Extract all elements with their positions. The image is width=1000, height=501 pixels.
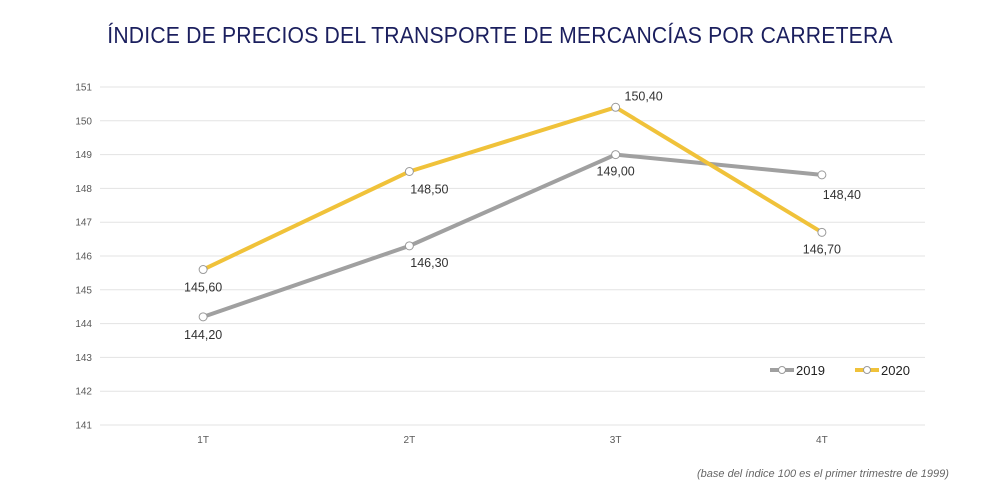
- legend-marker-2020: [863, 366, 871, 374]
- y-tick-label: 145: [75, 285, 92, 296]
- series-line-2020: [202, 105, 823, 272]
- x-tick-label: 2T: [404, 435, 416, 446]
- x-axis: 1T 2T 3T 4T: [197, 435, 827, 446]
- y-tick-label: 148: [75, 184, 92, 195]
- y-tick-label: 141: [75, 421, 92, 432]
- data-point-2019: [198, 312, 208, 322]
- y-tick-label: 142: [75, 387, 92, 398]
- y-tick-label: 149: [75, 150, 92, 161]
- legend-label-2019: 2019: [796, 363, 825, 378]
- data-point-2019: [611, 150, 621, 160]
- data-point-2020: [198, 265, 208, 275]
- x-tick-label: 1T: [197, 435, 209, 446]
- data-label-2019: 149,00: [597, 165, 635, 179]
- data-point-2020: [611, 102, 621, 112]
- data-label-2020: 146,70: [803, 242, 841, 256]
- y-tick-label: 150: [75, 116, 92, 127]
- data-point-2020: [404, 167, 414, 176]
- y-axis: 141 142 143 144 145 146 147 148 149 150 151: [75, 83, 92, 432]
- gridlines: [100, 86, 925, 426]
- y-tick-label: 143: [75, 353, 92, 364]
- x-tick-label: 3T: [610, 435, 622, 446]
- data-point-2020: [817, 227, 827, 237]
- data-label-2019: 146,30: [410, 256, 448, 270]
- data-labels: 144,20 146,30 149,00 148,40 145,60 148,50 150,…: [184, 89, 861, 342]
- legend-label-2020: 2020: [881, 363, 910, 378]
- data-point-2019: [404, 241, 414, 251]
- series-line-2019: [202, 152, 823, 319]
- data-label-2020: 150,40: [625, 89, 663, 103]
- data-point-2019: [817, 170, 827, 180]
- data-label-2019: 148,40: [823, 188, 861, 202]
- x-tick-label: 4T: [816, 435, 828, 446]
- data-label-2020: 148,50: [410, 183, 448, 197]
- series-lines: [198, 102, 827, 322]
- data-label-2019: 144,20: [184, 328, 222, 342]
- legend-marker-2019: [778, 366, 786, 374]
- y-tick-label: 146: [75, 252, 92, 263]
- y-tick-label: 151: [75, 83, 92, 94]
- data-label-2020: 145,60: [184, 281, 222, 295]
- chart-title: ÍNDICE DE PRECIOS DEL TRANSPORTE DE MERC…: [107, 22, 893, 48]
- footnote: (base del índice 100 es el primer trimes…: [697, 468, 949, 480]
- y-tick-label: 144: [75, 319, 92, 330]
- legend: 2019 2020: [770, 363, 910, 378]
- y-tick-label: 147: [75, 218, 92, 229]
